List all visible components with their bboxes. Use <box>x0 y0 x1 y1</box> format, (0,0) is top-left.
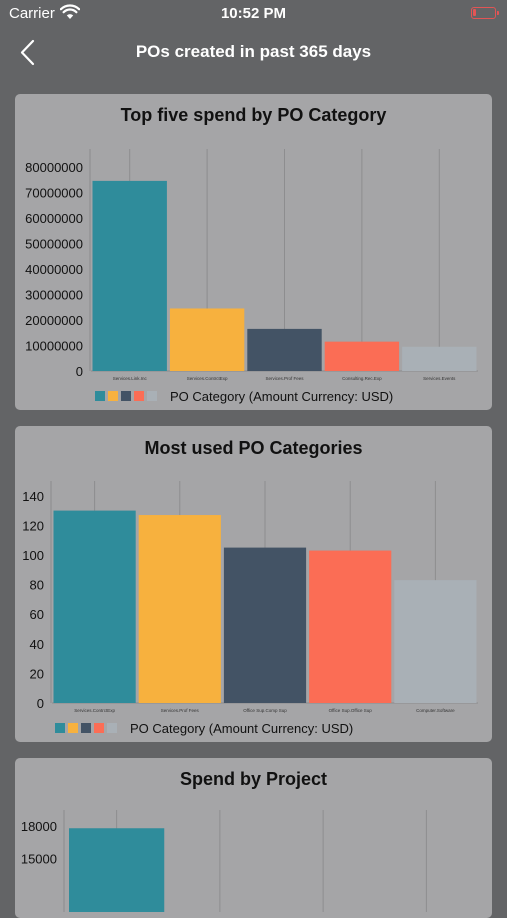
bar <box>169 308 245 371</box>
legend-swatch <box>108 391 118 401</box>
y-tick-label: 100 <box>22 548 44 563</box>
y-tick-label: 15000 <box>21 851 57 866</box>
legend-swatch <box>134 391 144 401</box>
y-tick-label: 20 <box>30 666 44 681</box>
status-bar: Carrier 10:52 PM <box>0 0 507 28</box>
battery-icon <box>471 7 499 19</box>
chart-top-spend: 0 10000000 20000000 30000000 40000000 5000000… <box>25 149 478 404</box>
x-tick-label: Services.Link.Inc <box>113 376 148 381</box>
x-tick-label: Services.ContrctExp <box>187 376 228 381</box>
bar <box>247 328 322 371</box>
y-tick-label: 120 <box>22 518 44 533</box>
legend-swatch <box>94 723 104 733</box>
x-tick-label: Services.Prof Fees <box>161 708 200 713</box>
y-tick-label: 50000000 <box>25 236 83 251</box>
y-tick-label: 60 <box>30 607 44 622</box>
carrier-label: Carrier <box>9 5 55 22</box>
x-tick-label: Office Sup.Comp Sup <box>243 708 287 713</box>
legend-swatch <box>55 723 65 733</box>
chart-title: Top five spend by PO Category <box>120 105 387 125</box>
bar <box>324 341 400 371</box>
chart-card-most-used: Most used PO Categories 0 20 40 60 80 100 120 1… <box>15 426 492 742</box>
bar <box>402 346 477 371</box>
chart-title: Most used PO Categories <box>144 438 363 458</box>
y-tick-label: 10000000 <box>25 338 83 353</box>
bar <box>309 550 392 703</box>
back-button[interactable] <box>14 38 44 68</box>
chart-card-top-spend: Top five spend by PO Category 0 10000000 2… <box>15 94 492 410</box>
y-tick-label: 60000000 <box>25 211 83 226</box>
x-tick-label: Computer.Software <box>416 708 455 713</box>
x-tick-label: Services.Events <box>423 376 456 381</box>
bar <box>53 510 136 703</box>
x-tick-label: Office Sup.Office Sup <box>329 708 373 713</box>
y-tick-label: 20000000 <box>25 313 83 328</box>
y-tick-label: 30000000 <box>25 287 83 302</box>
legend-swatch <box>68 723 78 733</box>
bar <box>394 580 477 703</box>
x-tick-label: Services.ContrctExp <box>74 708 115 713</box>
clock: 10:52 PM <box>220 5 287 22</box>
x-tick-label: Consulting.Rec.Exp <box>342 376 382 381</box>
y-tick-label: 80000000 <box>25 160 83 175</box>
y-tick-label: 0 <box>37 696 44 711</box>
legend-swatch <box>81 723 91 733</box>
wifi-icon <box>59 4 81 24</box>
x-tick-label: Services.Prof Fees <box>265 376 304 381</box>
bar <box>69 828 165 912</box>
legend-swatch <box>147 391 157 401</box>
legend-swatch <box>107 723 117 733</box>
bar <box>223 547 307 703</box>
chart-title: Spend by Project <box>179 769 328 789</box>
navigation-bar: POs created in past 365 days <box>0 28 507 76</box>
legend-swatch <box>121 391 131 401</box>
bar <box>92 180 167 371</box>
chart-most-used: 0 20 40 60 80 100 120 140 Services.ContrctExp Ser… <box>22 481 478 736</box>
y-tick-label: 70000000 <box>25 185 83 200</box>
page-title: POs created in past 365 days <box>135 42 372 61</box>
y-tick-label: 40000000 <box>25 262 83 277</box>
legend-swatch <box>95 391 105 401</box>
chevron-left-icon <box>20 39 35 66</box>
chart-spend-by-project: 15000 18000 <box>21 810 427 912</box>
bar <box>138 515 221 703</box>
legend-label: PO Category (Amount Currency: USD) <box>130 721 353 736</box>
y-tick-label: 140 <box>22 489 44 504</box>
chart-card-spend-by-project: Spend by Project 15000 18000 <box>15 758 492 918</box>
legend-label: PO Category (Amount Currency: USD) <box>170 389 393 404</box>
y-tick-label: 0 <box>76 364 83 379</box>
y-tick-label: 80 <box>30 578 44 593</box>
y-tick-label: 18000 <box>21 819 57 834</box>
y-tick-label: 40 <box>30 637 44 652</box>
